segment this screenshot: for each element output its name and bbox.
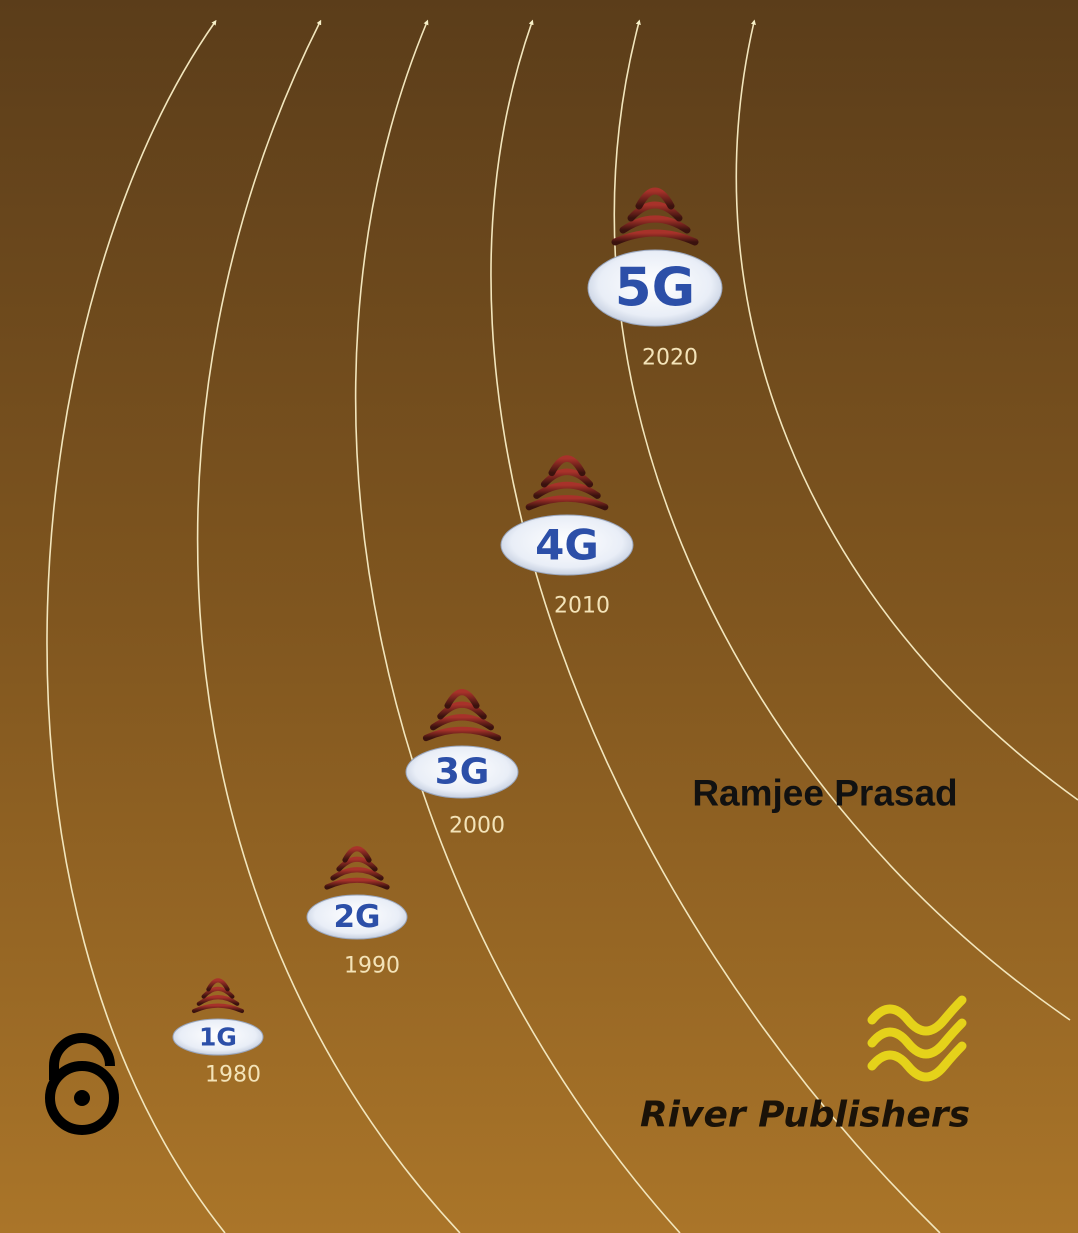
generation-label: 3G [435, 752, 490, 793]
publisher: River Publishers [640, 1095, 970, 1136]
generation-label: 1G [199, 1023, 237, 1052]
year: 1980 [205, 1063, 261, 1088]
year: 2020 [642, 346, 698, 371]
generation-label: 4G [535, 521, 599, 570]
year: 2000 [449, 814, 505, 839]
page: 1G 1980 2G 1990 3G 2000 4G 2010 5G 2020 Ramjee Pr… [0, 0, 1078, 1233]
generation-label: 2G [333, 899, 380, 935]
year: 1990 [344, 954, 400, 979]
author: Ramjee Prasad [692, 773, 957, 814]
generation-label: 5G [615, 258, 695, 319]
book-cover: 1G 1980 2G 1990 3G 2000 4G 2010 5G 2020 Ramjee Pr… [0, 0, 1078, 1233]
year: 2010 [554, 594, 610, 619]
